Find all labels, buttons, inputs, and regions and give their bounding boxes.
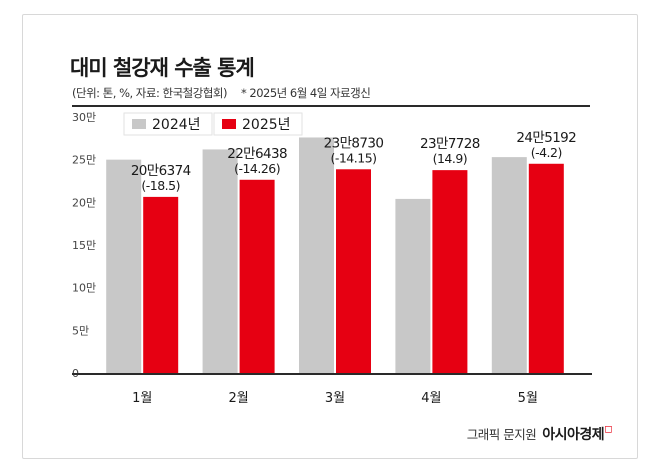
- y-tick-label: 20만: [72, 196, 96, 209]
- title-divider: [72, 105, 590, 107]
- bar-2024: [106, 159, 142, 373]
- y-tick-label: 5만: [72, 324, 89, 337]
- legend-box: [213, 112, 303, 136]
- legend-label-2025: 2025년: [242, 117, 291, 133]
- x-tick-label: 3월: [325, 391, 345, 406]
- brand-logo: 아시아경제: [542, 427, 605, 443]
- y-tick-label: 15만: [72, 239, 96, 252]
- legend-swatch-2025: [222, 119, 236, 129]
- data-label: 23만7728: [420, 136, 480, 152]
- change-label: (-14.15): [330, 150, 376, 165]
- data-label: 22만6438: [227, 146, 287, 162]
- bar-2024: [299, 137, 334, 373]
- change-label: (-18.5): [141, 178, 180, 193]
- data-label: 23만8730: [324, 135, 384, 151]
- x-tick-label: 5월: [518, 391, 538, 406]
- bar-2025: [239, 179, 275, 373]
- chart-subtitle: (단위: 톤, %, 자료: 한국철강협회) * 2025년 6월 4일 자료갱신: [72, 85, 371, 101]
- legend-swatch-2024: [132, 119, 146, 129]
- y-tick-label: 10만: [72, 282, 96, 295]
- legend-box: [123, 112, 213, 136]
- bar-2025: [528, 163, 564, 373]
- x-tick-label: 1월: [132, 391, 152, 406]
- graphic-frame: [22, 14, 638, 459]
- credit-line: 그래픽 문지원 아시아경제◻: [466, 424, 613, 444]
- legend-label-2024: 2024년: [152, 117, 201, 133]
- x-tick-label: 4월: [421, 391, 441, 406]
- y-tick-label: 25만: [72, 154, 96, 167]
- credit-text: 그래픽 문지원: [466, 427, 537, 442]
- y-tick-label: 30만: [72, 111, 96, 124]
- brand-mark-icon: ◻: [604, 424, 612, 435]
- bar-2025: [143, 196, 179, 373]
- bar-2024: [395, 198, 431, 373]
- bar-2025: [336, 169, 371, 373]
- unit-source-note: (단위: 톤, %, 자료: 한국철강협회): [72, 86, 227, 100]
- change-label: (14.9): [433, 151, 468, 166]
- bar-2024: [491, 157, 527, 373]
- data-label: 24만5192: [516, 130, 576, 146]
- bar-2025: [432, 170, 468, 373]
- bar-2024: [202, 149, 238, 373]
- chart-title: 대미 철강재 수출 통계: [70, 56, 255, 80]
- change-label: (-14.26): [234, 161, 280, 176]
- update-note: * 2025년 6월 4일 자료갱신: [240, 86, 371, 100]
- x-tick-label: 2월: [228, 391, 248, 406]
- data-label: 20만6374: [131, 163, 191, 179]
- change-label: (-4.2): [531, 145, 562, 160]
